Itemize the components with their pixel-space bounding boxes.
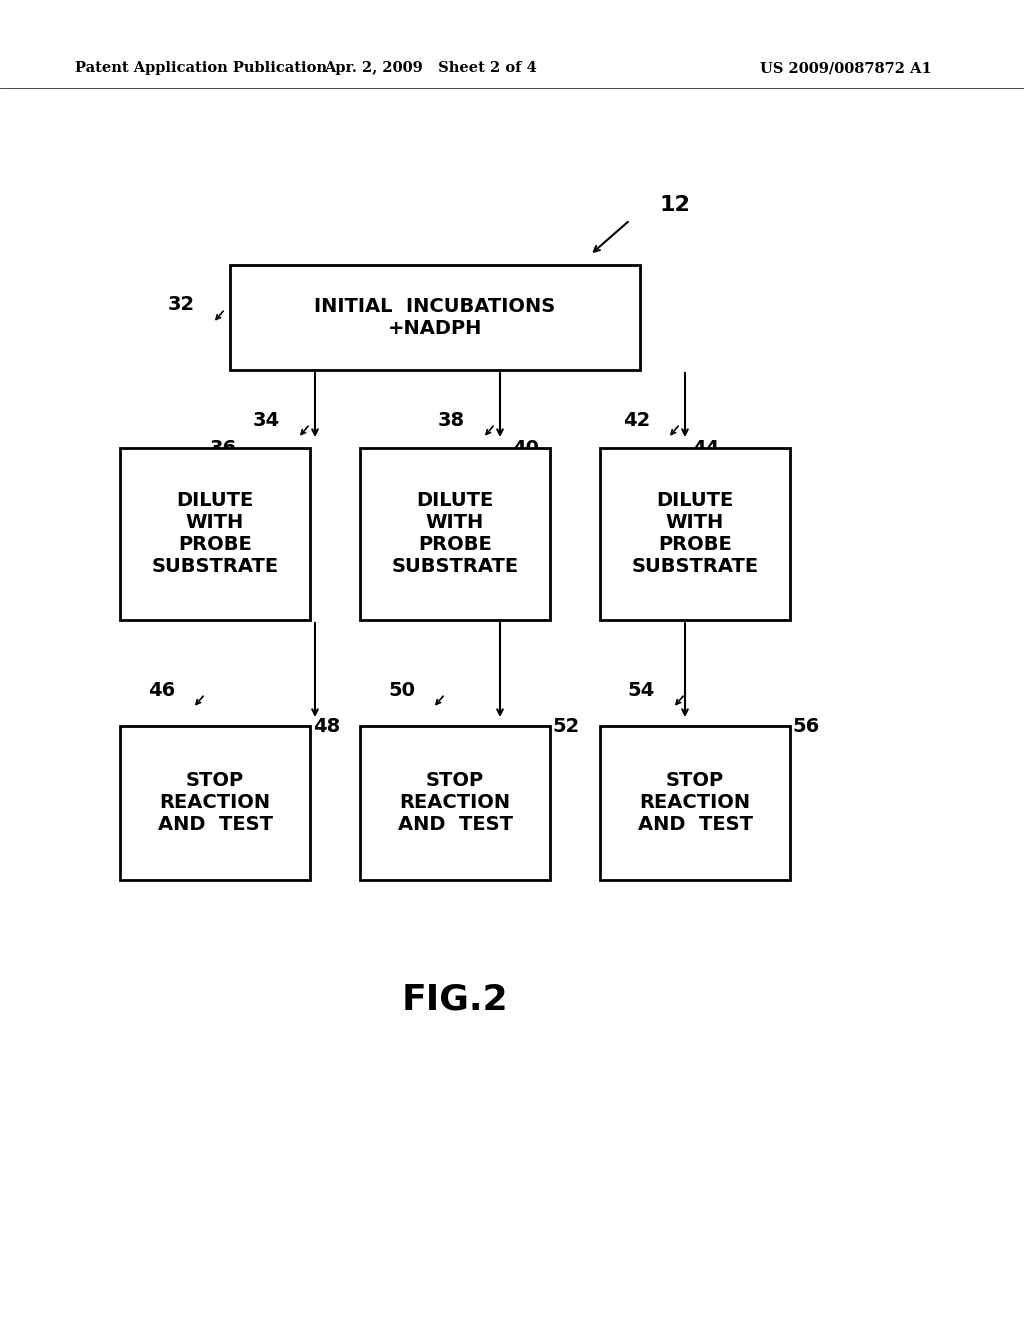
Bar: [600, 726, 790, 880]
Text: DILUTE
WITH
PROBE
SUBSTRATE: DILUTE WITH PROBE SUBSTRATE: [632, 491, 759, 577]
Text: DILUTE
WITH
PROBE
SUBSTRATE: DILUTE WITH PROBE SUBSTRATE: [152, 491, 279, 577]
Text: 42: 42: [623, 411, 650, 429]
Text: 38: 38: [438, 411, 465, 429]
Bar: [600, 447, 790, 620]
Text: STOP
REACTION
AND  TEST: STOP REACTION AND TEST: [638, 771, 753, 834]
Text: 44: 44: [692, 438, 719, 458]
Text: 40: 40: [512, 438, 539, 458]
Text: STOP
REACTION
AND  TEST: STOP REACTION AND TEST: [158, 771, 272, 834]
Text: Patent Application Publication: Patent Application Publication: [75, 61, 327, 75]
Text: 36: 36: [210, 438, 238, 458]
Text: 54: 54: [628, 681, 655, 700]
Bar: [120, 447, 310, 620]
Text: 32: 32: [168, 296, 195, 314]
Text: US 2009/0087872 A1: US 2009/0087872 A1: [760, 61, 932, 75]
Text: 48: 48: [313, 717, 340, 735]
Text: 12: 12: [660, 195, 691, 215]
Bar: [230, 265, 640, 370]
Text: STOP
REACTION
AND  TEST: STOP REACTION AND TEST: [397, 771, 512, 834]
Text: INITIAL  INCUBATIONS
+NADPH: INITIAL INCUBATIONS +NADPH: [314, 297, 556, 338]
Text: 52: 52: [552, 717, 580, 735]
Bar: [360, 726, 550, 880]
Text: 50: 50: [388, 681, 415, 700]
Text: Apr. 2, 2009   Sheet 2 of 4: Apr. 2, 2009 Sheet 2 of 4: [324, 61, 537, 75]
Text: 34: 34: [253, 411, 280, 429]
Bar: [120, 726, 310, 880]
Bar: [360, 447, 550, 620]
Text: FIG.2: FIG.2: [401, 983, 508, 1016]
Text: 56: 56: [792, 717, 819, 735]
Text: 46: 46: [147, 681, 175, 700]
Text: DILUTE
WITH
PROBE
SUBSTRATE: DILUTE WITH PROBE SUBSTRATE: [391, 491, 518, 577]
